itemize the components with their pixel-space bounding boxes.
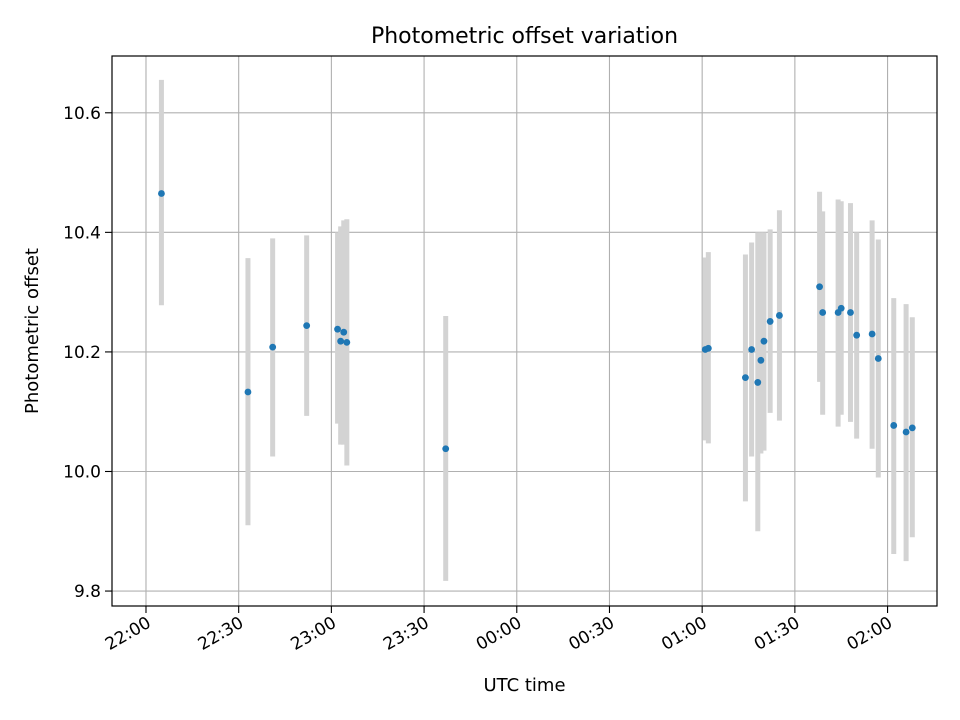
- data-point: [868, 330, 876, 338]
- data-point: [158, 190, 165, 197]
- data-point: [760, 337, 768, 345]
- data-point: [837, 304, 845, 312]
- data-point: [819, 309, 827, 316]
- data-point: [334, 325, 341, 333]
- data-point: [776, 312, 783, 319]
- data-point: [890, 422, 898, 429]
- y-axis-ticks: 9.8 10.0 10.2 10.4 10.6: [63, 104, 112, 602]
- data-point: [704, 344, 712, 352]
- data-point: [766, 318, 774, 325]
- data-point: [748, 346, 756, 353]
- data-point: [742, 374, 749, 382]
- chart-title: Photometric offset variation: [371, 24, 678, 49]
- data-point: [853, 331, 861, 339]
- y-axis-label: Photometric offset: [22, 248, 43, 414]
- data-point: [442, 445, 450, 453]
- data-point: [303, 322, 311, 330]
- data-point: [847, 309, 854, 316]
- data-point: [343, 338, 351, 346]
- y-tick-label: 10.0: [63, 462, 101, 482]
- x-axis-label: UTC time: [483, 675, 565, 696]
- y-tick-label: 9.8: [74, 582, 101, 602]
- data-point: [269, 343, 277, 351]
- data-point: [337, 337, 345, 345]
- data-point: [754, 379, 762, 386]
- data-point: [244, 388, 252, 396]
- y-tick-label: 10.4: [63, 223, 101, 243]
- plot-frame: [111, 55, 938, 607]
- data-point: [908, 424, 916, 432]
- data-point: [902, 428, 910, 436]
- y-tick-label: 10.6: [63, 104, 101, 124]
- data-point: [816, 283, 823, 291]
- data-point: [757, 356, 765, 364]
- y-tick-label: 10.2: [63, 343, 101, 363]
- data-point: [340, 328, 348, 336]
- data-point: [874, 355, 882, 362]
- data-points: [158, 190, 916, 453]
